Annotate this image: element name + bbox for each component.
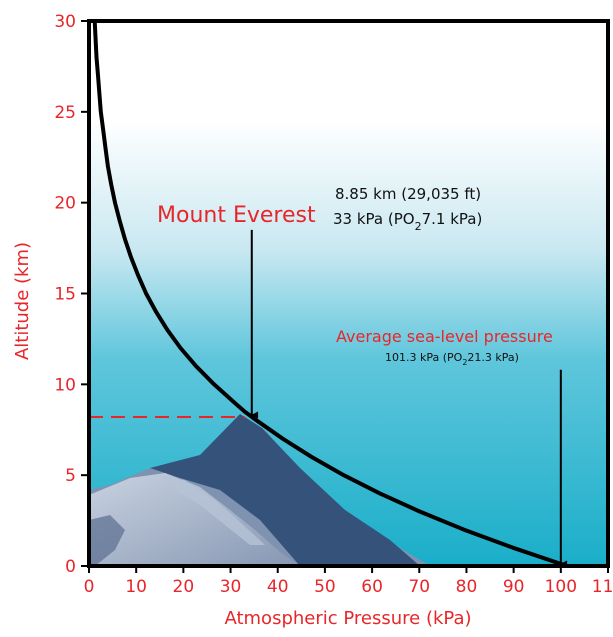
x-tick-label: 30 (220, 577, 242, 597)
y-tick-label: 20 (54, 194, 76, 214)
everest-pressure-text: 33 kPa (PO27.1 kPa) (333, 210, 482, 233)
x-tick-label: 50 (314, 577, 336, 597)
everest-pressure-subscript: 2 (415, 220, 422, 233)
mountain-highlight (160, 476, 265, 545)
sea-level-pressure-subscript: 2 (462, 358, 467, 367)
x-tick-label: 90 (503, 577, 525, 597)
y-tick-label: 0 (65, 557, 76, 577)
mountain-illustration (89, 414, 430, 566)
x-tick-label: 80 (456, 577, 478, 597)
y-tick-label: 5 (65, 466, 76, 486)
everest-pressure-part1: 33 kPa (PO (333, 210, 415, 228)
y-tick-label: 15 (54, 285, 76, 305)
axes-layer: 0 10 20 30 40 50 60 70 80 90 100 110 0 5 10 15 20 25 30 (54, 12, 613, 597)
sea-level-pressure-part1: 101.3 kPa (PO (385, 351, 463, 364)
curve-layer (92, 19, 569, 568)
x-tick-label: 70 (408, 577, 430, 597)
x-tick-label: 10 (125, 577, 147, 597)
x-tick-label: 20 (173, 577, 195, 597)
everest-label: Mount Everest (157, 203, 316, 228)
x-tick-label: 100 (545, 577, 577, 597)
sea-level-pressure-text: 101.3 kPa (PO221.3 kPa) (385, 351, 519, 367)
pressure-curve (92, 19, 569, 568)
x-tick-label: 110 (592, 577, 613, 597)
x-tick-label: 40 (267, 577, 289, 597)
everest-altitude-text: 8.85 km (29,035 ft) (335, 185, 481, 203)
y-tick-label: 10 (54, 375, 76, 395)
sea-level-pressure-part2: 21.3 kPa) (467, 351, 519, 364)
x-tick-label: 0 (84, 577, 95, 597)
y-tick-label: 25 (54, 103, 76, 123)
x-tick-label: 60 (361, 577, 383, 597)
mountain-dark-face (150, 414, 420, 566)
annotation-layer: Mount Everest 8.85 km (29,035 ft) 33 kPa (… (89, 185, 568, 568)
y-axis-label: Altitude (km) (12, 242, 33, 360)
mountain-shadow-left (89, 515, 125, 566)
x-axis-label: Atmospheric Pressure (kPa) (224, 608, 471, 629)
y-tick-label: 30 (54, 12, 76, 32)
sea-level-label: Average sea-level pressure (336, 327, 553, 346)
everest-pressure-part2: 7.1 kPa) (422, 210, 483, 228)
